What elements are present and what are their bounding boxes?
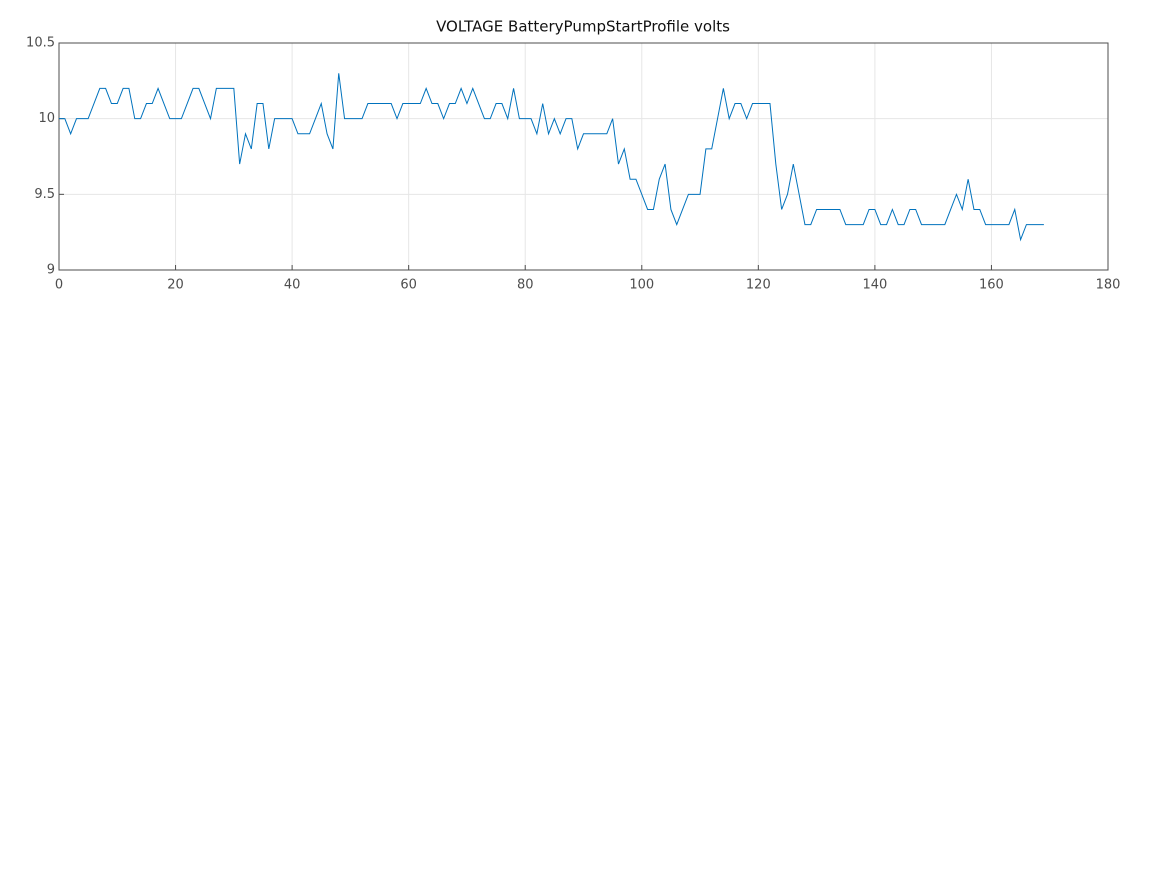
x-tick-label: 60 xyxy=(400,278,417,293)
y-tick-label: 9.5 xyxy=(34,187,55,202)
x-tick-label: 140 xyxy=(862,278,887,293)
chart-title: VOLTAGE BatteryPumpStartProfile volts xyxy=(436,18,730,36)
y-tick-label: 10.5 xyxy=(26,36,55,51)
x-tick-label: 160 xyxy=(979,278,1004,293)
x-tick-label: 20 xyxy=(167,278,184,293)
x-tick-label: 100 xyxy=(629,278,654,293)
y-tick-label: 9 xyxy=(47,263,55,278)
x-tick-label: 180 xyxy=(1096,278,1121,293)
data-line xyxy=(59,73,1044,242)
x-tick-label: 80 xyxy=(517,278,534,293)
axes-box xyxy=(58,42,1109,271)
x-tick-label: 120 xyxy=(746,278,771,293)
x-tick-label: 0 xyxy=(55,278,63,293)
y-tick-label: 10 xyxy=(38,111,55,126)
x-tick-label: 40 xyxy=(284,278,301,293)
